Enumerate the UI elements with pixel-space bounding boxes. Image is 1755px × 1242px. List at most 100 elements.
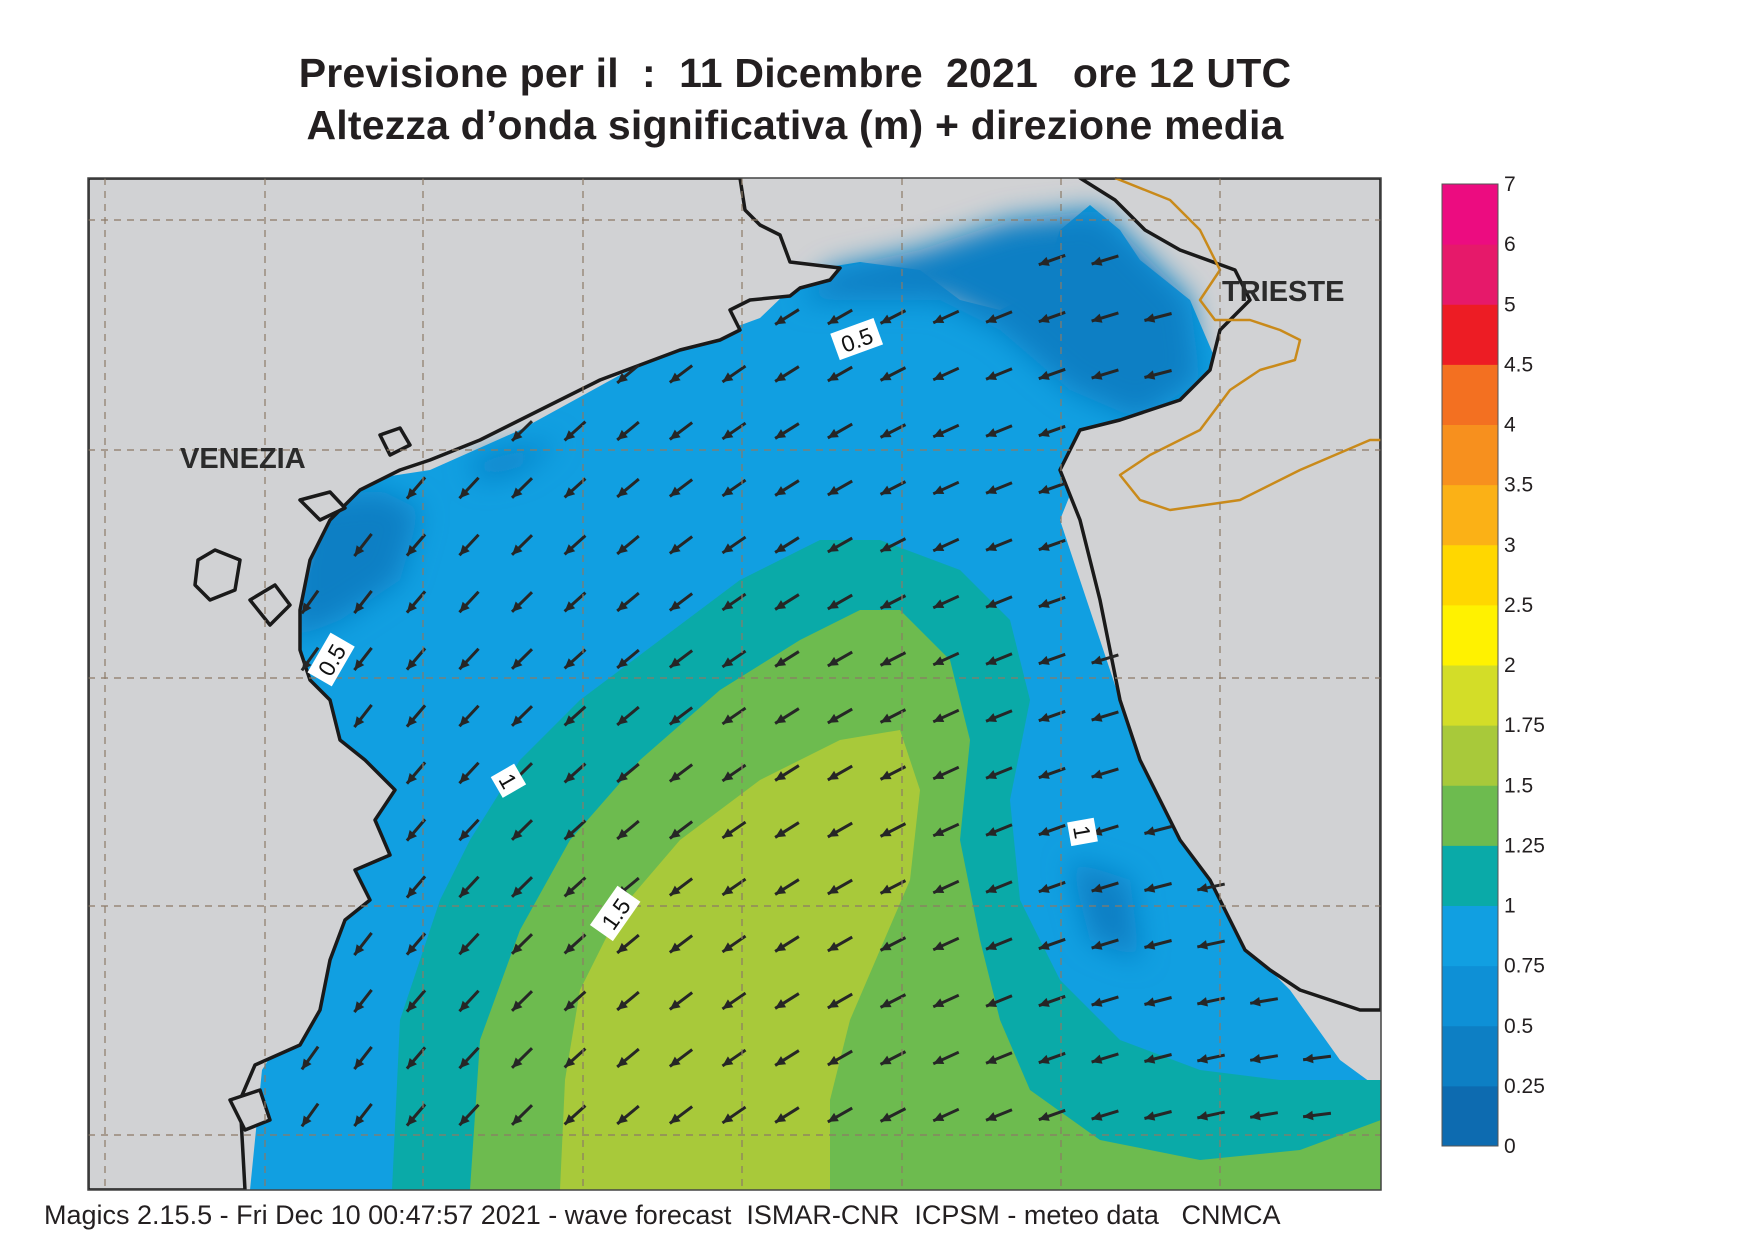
wave-direction-arrowhead-icon (406, 545, 417, 556)
wave-direction-arrowhead-icon (1038, 940, 1050, 950)
colorbar-swatch (1442, 665, 1498, 726)
wave-direction-arrowhead-icon (880, 428, 892, 438)
wave-direction-arrowhead-icon (1091, 256, 1103, 266)
wave-direction-arrowhead-icon (1038, 313, 1050, 323)
wave-direction-arrowhead-icon (564, 601, 576, 612)
wave-direction-arrowhead-icon (512, 430, 523, 441)
wave-direction-arrowhead-icon (986, 770, 997, 779)
wave-direction-arrowhead-icon (1038, 826, 1050, 836)
wave-direction-arrowhead-icon (722, 600, 734, 610)
wave-direction-arrowhead-icon (354, 716, 365, 728)
wave-direction-arrowhead-icon (986, 827, 997, 836)
wave-direction-arrowhead-icon (933, 371, 945, 381)
wave-direction-arrowhead-icon (406, 1115, 417, 1126)
wave-direction-arrowhead-icon (564, 715, 576, 726)
wave-direction-arrowhead-icon (406, 887, 417, 898)
wave-direction-arrowhead-icon (406, 488, 417, 499)
wave-direction-arrowhead-icon (1038, 769, 1050, 779)
wave-direction-arrowhead-icon (880, 998, 892, 1008)
wave-direction-arrowhead-icon (354, 1058, 365, 1070)
wave-direction-arrowhead-icon (301, 1115, 312, 1127)
wave-direction-arrowhead-icon (722, 771, 734, 781)
wave-direction-arrowhead-icon (722, 714, 734, 724)
wave-direction-arrowhead-icon (669, 1113, 681, 1124)
wave-band-1.5-1.75 (560, 730, 920, 1190)
wave-direction-arrowhead-icon (827, 713, 839, 723)
colorbar-swatch (1442, 1085, 1498, 1147)
wave-direction-arrowhead-icon (406, 830, 417, 841)
wave-direction-arrowhead-icon (722, 885, 734, 895)
wave-direction-arrowhead-icon (459, 943, 470, 955)
wave-direction-arrowhead-icon (775, 315, 787, 325)
wave-direction-arrowhead-icon (775, 771, 787, 781)
wave-direction-arrowhead-icon (827, 656, 839, 666)
wave-direction-arrowhead-icon (827, 827, 839, 837)
wave-direction-arrowhead-icon (301, 659, 312, 671)
wave-direction-arrowhead-icon (722, 372, 734, 382)
wave-direction-arrowhead-icon (775, 600, 787, 610)
colorbar-frame (1441, 183, 1499, 1147)
wave-direction-arrowhead-icon (880, 371, 892, 381)
wave-direction-arrowhead-icon (880, 314, 892, 324)
colorbar-swatch (1442, 604, 1498, 666)
wave-direction-arrowhead-icon (564, 886, 576, 897)
wave-direction-arrowhead-icon (406, 944, 417, 955)
wave-direction-arrowhead-icon (880, 542, 892, 552)
wave-direction-arrowhead-icon (564, 943, 576, 954)
wave-direction-arrowhead-icon (406, 602, 417, 613)
wave-direction-arrowhead-icon (669, 885, 681, 896)
wave-direction-arrowhead-icon (406, 659, 417, 670)
wave-direction-arrowhead-icon (1091, 997, 1103, 1007)
wave-direction-arrowhead-icon (775, 657, 787, 667)
wave-direction-arrowhead-icon (880, 599, 892, 609)
colorbar-tick-label: 4 (1504, 414, 1516, 437)
colorbar-tick-label: 1.75 (1504, 714, 1545, 737)
wave-direction-arrowhead-icon (933, 599, 945, 609)
wave-direction-arrowhead-icon (1250, 1110, 1261, 1121)
wave-direction-arrowhead-icon (1038, 256, 1050, 266)
colorbar-swatch (1442, 1025, 1498, 1087)
wave-direction-arrowhead-icon (617, 999, 628, 1010)
wave-direction-arrowhead-icon (1144, 997, 1156, 1007)
wave-direction-arrowhead-icon (880, 1055, 892, 1065)
wave-direction-arrowhead-icon (669, 771, 681, 782)
wave-direction-arrowhead-icon (827, 941, 839, 951)
wave-direction-arrowhead-icon (986, 941, 997, 950)
wave-direction-arrowhead-icon (775, 885, 787, 895)
wave-direction-arrowhead-icon (617, 372, 628, 383)
wave-direction-arrowhead-icon (406, 1001, 417, 1012)
wave-direction-arrowhead-icon (617, 486, 628, 497)
wave-direction-arrowhead-icon (406, 1058, 417, 1069)
wave-direction-arrowhead-icon (1091, 655, 1103, 665)
wave-direction-arrowhead-icon (986, 713, 997, 722)
wave-direction-arrowhead-icon (880, 656, 892, 666)
wave-direction-arrowhead-icon (1091, 370, 1103, 380)
wave-direction-arrowhead-icon (933, 827, 945, 837)
contour-label-text: 1 (1068, 823, 1096, 840)
city-label-trieste: TRIESTE (1222, 276, 1344, 308)
colorbar-swatch (1442, 544, 1498, 606)
wave-direction-arrowhead-icon (669, 429, 681, 440)
wave-direction-arrowhead-icon (1038, 997, 1050, 1007)
wave-direction-arrowhead-icon (512, 943, 523, 954)
wave-direction-arrowhead-icon (459, 544, 470, 556)
wave-direction-arrowhead-icon (933, 713, 945, 723)
wave-direction-arrowhead-icon (564, 1057, 576, 1068)
wave-direction-arrowhead-icon (459, 886, 470, 898)
wave-direction-arrowhead-icon (1091, 883, 1103, 893)
colorbar-tick-label: 7 (1504, 173, 1516, 196)
wave-direction-arrowhead-icon (354, 944, 365, 956)
wave-direction-arrowhead-icon (880, 485, 892, 495)
colorbar-tick-label: 2 (1504, 654, 1516, 677)
wave-direction-arrowhead-icon (827, 371, 839, 381)
wave-direction-arrowhead-icon (933, 1055, 945, 1065)
wave-direction-arrowhead-icon (1091, 940, 1103, 950)
wave-direction-arrowhead-icon (459, 487, 470, 499)
wave-direction-arrowhead-icon (459, 1057, 470, 1069)
wave-direction-arrowhead-icon (669, 1056, 681, 1067)
wave-direction-arrowhead-icon (775, 372, 787, 382)
wave-direction-arrowhead-icon (354, 545, 365, 557)
wave-direction-arrowhead-icon (1038, 883, 1050, 893)
wave-direction-arrowhead-icon (722, 828, 734, 838)
wave-direction-arrowhead-icon (933, 1112, 945, 1122)
